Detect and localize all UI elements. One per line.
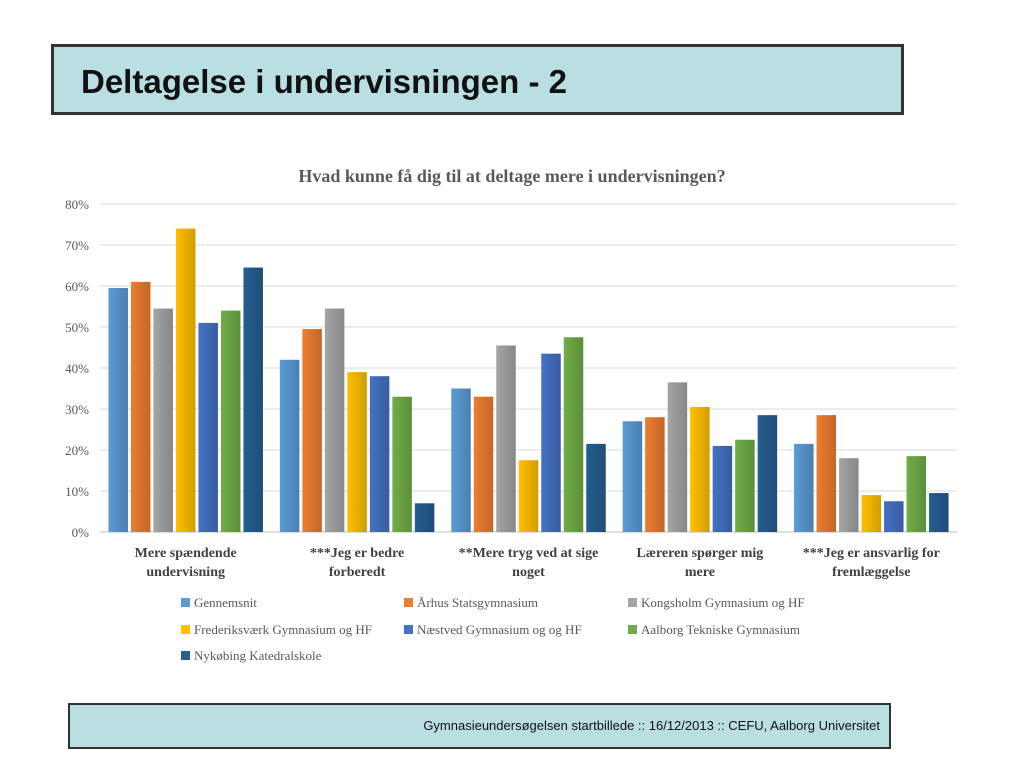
slide-footer-box: Gymnasieundersøgelsen startbillede :: 16… bbox=[68, 703, 891, 749]
legend-label: Næstved Gymnasium og og HF bbox=[417, 622, 582, 637]
bar bbox=[302, 329, 322, 532]
y-tick-label: 60% bbox=[65, 279, 89, 294]
bar bbox=[220, 310, 241, 532]
legend-swatch bbox=[628, 625, 637, 634]
bar bbox=[153, 308, 173, 532]
bar bbox=[816, 415, 837, 532]
y-tick-label: 70% bbox=[65, 238, 89, 253]
bar bbox=[198, 322, 218, 532]
bar bbox=[712, 445, 733, 532]
y-tick-label: 0% bbox=[72, 525, 90, 540]
bar bbox=[130, 281, 151, 532]
bar bbox=[757, 415, 778, 532]
bar bbox=[175, 228, 196, 532]
bar bbox=[690, 406, 710, 532]
y-tick-label: 80% bbox=[65, 197, 89, 212]
bar bbox=[347, 372, 367, 532]
bar bbox=[622, 421, 643, 532]
x-category-label: **Mere tryg ved at sige bbox=[459, 546, 599, 561]
slide-title-box: Deltagelse i undervisningen - 2 bbox=[51, 44, 904, 115]
bar bbox=[369, 376, 390, 532]
bar bbox=[414, 503, 435, 532]
x-category-label: undervisning bbox=[146, 565, 225, 580]
slide-footer: Gymnasieundersøgelsen startbillede :: 16… bbox=[423, 718, 880, 733]
bar bbox=[884, 501, 904, 532]
bar bbox=[518, 460, 539, 532]
bar bbox=[392, 396, 412, 532]
bar bbox=[108, 288, 128, 532]
legend-swatch bbox=[181, 651, 190, 660]
bar bbox=[496, 345, 516, 532]
bar bbox=[279, 359, 300, 532]
bar bbox=[906, 456, 927, 532]
x-category-label: Mere spændende bbox=[135, 546, 237, 561]
bar bbox=[451, 388, 471, 532]
chart-title: Hvad kunne få dig til at deltage mere i … bbox=[298, 166, 725, 186]
legend-label: Kongsholm Gymnasium og HF bbox=[641, 595, 805, 610]
legend-label: Nykøbing Katedralskole bbox=[194, 648, 322, 663]
y-tick-label: 10% bbox=[65, 484, 89, 499]
legend-label: Århus Statsgymnasium bbox=[417, 595, 538, 610]
bar bbox=[735, 439, 755, 532]
slide-title: Deltagelse i undervisningen - 2 bbox=[81, 63, 567, 100]
y-tick-label: 20% bbox=[65, 443, 89, 458]
x-category-label: noget bbox=[512, 565, 545, 580]
x-category-label: Læreren spørger mig bbox=[637, 546, 764, 561]
legend-label: Frederiksværk Gymnasium og HF bbox=[194, 622, 372, 637]
legend-label: Aalborg Tekniske Gymnasium bbox=[641, 622, 800, 637]
x-category-label: forberedt bbox=[329, 565, 386, 580]
x-category-label: ***Jeg er ansvarlig for bbox=[803, 546, 940, 561]
x-category-label: ***Jeg er bedre bbox=[310, 546, 404, 561]
legend-swatch bbox=[628, 598, 637, 607]
bar bbox=[667, 382, 688, 532]
y-tick-label: 30% bbox=[65, 402, 89, 417]
bar bbox=[929, 493, 949, 532]
bar bbox=[586, 443, 606, 532]
bar bbox=[861, 495, 882, 532]
legend-swatch bbox=[404, 598, 413, 607]
legend-label: Gennemsnit bbox=[194, 595, 257, 610]
bar bbox=[839, 458, 859, 532]
bar bbox=[541, 353, 561, 532]
y-tick-label: 40% bbox=[65, 361, 89, 376]
x-category-label: fremlæggelse bbox=[832, 565, 910, 580]
bar bbox=[563, 337, 584, 532]
bar bbox=[243, 267, 263, 532]
y-tick-label: 50% bbox=[65, 320, 89, 335]
legend-swatch bbox=[181, 598, 190, 607]
legend-swatch bbox=[181, 625, 190, 634]
legend-swatch bbox=[404, 625, 413, 634]
bar bbox=[473, 396, 494, 532]
bar bbox=[794, 443, 814, 532]
bar bbox=[645, 417, 665, 532]
bar bbox=[324, 308, 345, 532]
x-category-label: mere bbox=[685, 565, 715, 580]
